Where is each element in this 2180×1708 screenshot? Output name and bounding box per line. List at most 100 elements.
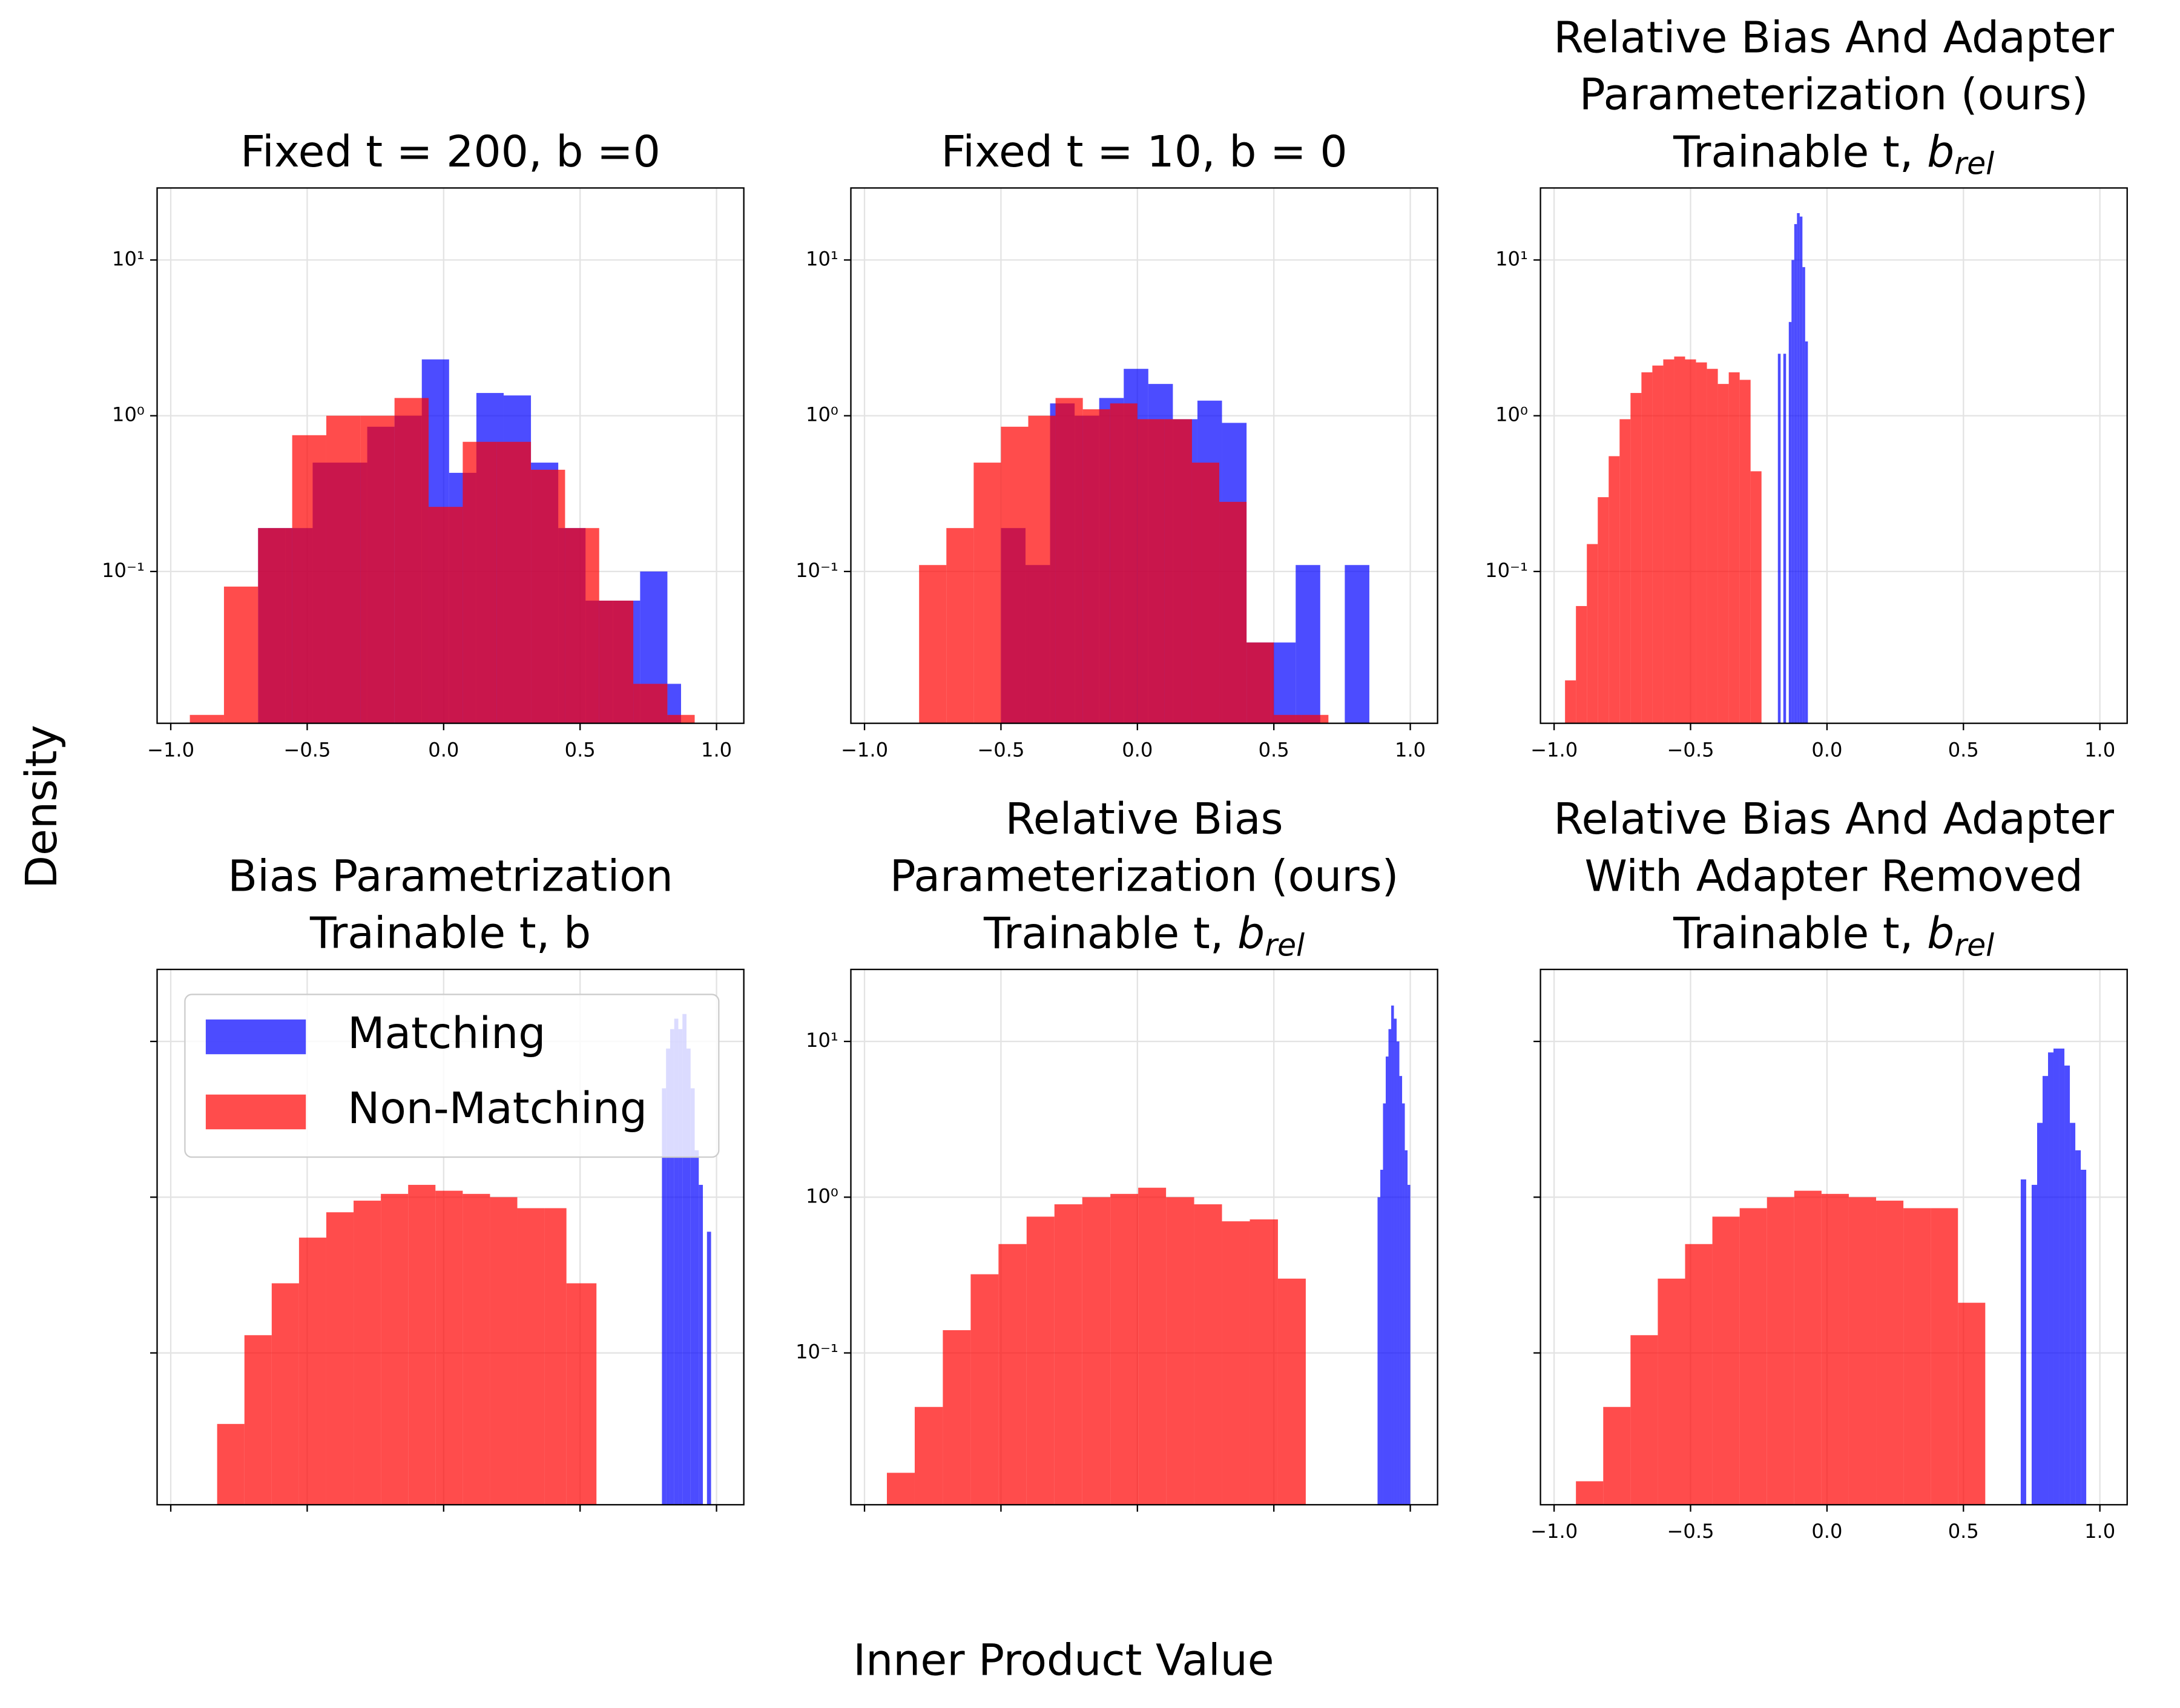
- y-tick-label: 10⁻¹: [795, 559, 838, 582]
- histogram-bar: [1565, 680, 1576, 724]
- chart-title: Trainable t, brel: [1673, 908, 1994, 963]
- y-tick-label: 10⁻¹: [1485, 559, 1528, 582]
- histogram-bar: [217, 1423, 245, 1505]
- histogram-bar: [1603, 1406, 1631, 1505]
- histogram-bar: [1397, 1041, 1400, 1505]
- x-tick-label: −1.0: [1530, 739, 1578, 762]
- histogram-bar: [1696, 362, 1707, 724]
- chart-title: Trainable t, brel: [983, 908, 1305, 963]
- histogram-bar: [1028, 415, 1056, 724]
- histogram-bar: [1777, 354, 1781, 724]
- x-tick-label: 0.5: [565, 739, 596, 762]
- histogram-bar: [2037, 1123, 2043, 1505]
- histogram-bar: [1191, 463, 1220, 724]
- histogram-bar: [1399, 1076, 1403, 1505]
- histogram-bar: [490, 1197, 518, 1505]
- histogram-bar: [531, 469, 565, 724]
- title-subscript: rel: [1954, 145, 1994, 181]
- axes-frame: [1540, 187, 2128, 724]
- histogram-bar: [1717, 384, 1729, 724]
- chart-title: Trainable t, b: [309, 908, 591, 958]
- histogram-bar: [666, 1048, 670, 1505]
- histogram-bar: [1385, 1056, 1389, 1505]
- histogram-bar: [1576, 605, 1587, 724]
- histogram-bar: [1345, 565, 1369, 724]
- y-tick-label: 10¹: [112, 247, 145, 270]
- histogram-bar: [566, 1283, 597, 1505]
- histogram-bar: [706, 1232, 711, 1505]
- histogram-bar: [271, 1283, 299, 1505]
- histogram-bar: [463, 1193, 490, 1505]
- title-math: b: [1927, 908, 1954, 958]
- histogram-bar: [2064, 1065, 2070, 1505]
- histogram-bar: [1630, 393, 1642, 724]
- histogram-bar: [1246, 642, 1274, 724]
- y-tick-label: 10¹: [1495, 247, 1528, 270]
- histogram-bar: [189, 714, 224, 724]
- histogram-bar: [223, 586, 259, 724]
- histogram-bar: [1958, 1302, 1986, 1505]
- histogram-bar: [326, 415, 361, 724]
- histogram-bar: [408, 1184, 436, 1505]
- histogram-bar: [1194, 1204, 1222, 1505]
- histogram-bar: [429, 507, 463, 724]
- histogram-bar: [1250, 1219, 1278, 1505]
- histogram-bar: [1794, 1190, 1822, 1505]
- x-tick-label: 0.5: [1259, 739, 1289, 762]
- histogram-bar: [2031, 1184, 2037, 1505]
- histogram-bar: [1685, 1244, 1713, 1505]
- axes-frame: [850, 187, 1438, 724]
- histogram-bar: [2075, 1150, 2081, 1505]
- histogram-bar: [1587, 544, 1598, 724]
- histogram-bar: [2020, 1179, 2026, 1505]
- title-math: b: [1927, 127, 1954, 177]
- histogram-bar: [1794, 224, 1797, 724]
- histogram-bar: [1791, 260, 1794, 724]
- y-tick-label: 10¹: [806, 247, 838, 270]
- histogram-bar: [1797, 213, 1800, 724]
- histogram-bar: [1301, 714, 1329, 724]
- histogram-bar: [1663, 359, 1675, 724]
- x-tick-label: −1.0: [841, 739, 888, 762]
- axes-frame: [1540, 968, 2128, 1506]
- histogram-bar: [1728, 372, 1740, 724]
- x-tick-label: 0.0: [1811, 739, 1842, 762]
- histogram-bar: [1707, 369, 1718, 724]
- histogram-bar: [244, 1335, 272, 1505]
- x-tick-label: 1.0: [2084, 1520, 2115, 1543]
- histogram-bar: [1619, 419, 1631, 724]
- histogram-bar: [682, 1014, 687, 1505]
- histogram-bar: [326, 1212, 354, 1505]
- histogram-bar: [946, 528, 974, 724]
- histogram-bar: [599, 601, 634, 724]
- histogram-bar: [662, 1088, 667, 1505]
- histogram-bar: [1026, 1216, 1055, 1505]
- histogram-bar: [1377, 1197, 1380, 1505]
- histogram-bar: [2070, 1123, 2076, 1505]
- histogram-bar: [686, 1048, 691, 1505]
- histogram-bar: [1137, 419, 1165, 724]
- histogram-bar: [1277, 1278, 1306, 1505]
- histogram-bar: [699, 1184, 703, 1505]
- y-tick-label: 10⁰: [1495, 403, 1528, 426]
- histogram-bar: [463, 441, 497, 724]
- legend-box: [184, 994, 720, 1158]
- title-text: Trainable t,: [1673, 908, 1927, 958]
- chart-title: Trainable t, brel: [1673, 127, 1994, 181]
- title-subscript: rel: [1954, 927, 1994, 963]
- histogram-bar: [1001, 426, 1029, 724]
- histogram-bar: [1055, 398, 1083, 724]
- chart-title: With Adapter Removed: [1584, 851, 2083, 901]
- x-tick-label: −1.0: [147, 739, 194, 762]
- histogram-bar: [258, 528, 292, 724]
- histogram-bar: [2081, 1170, 2087, 1505]
- histogram-bar: [678, 1029, 683, 1505]
- histogram-bar: [394, 398, 429, 724]
- chart-title: Parameterization (ours): [890, 851, 1399, 901]
- histogram-bar: [1383, 1103, 1386, 1505]
- title-math: b: [1237, 908, 1265, 958]
- histogram-bar: [565, 528, 599, 724]
- histogram-bar: [1641, 372, 1653, 724]
- histogram-bar: [1652, 365, 1664, 724]
- legend-swatch: [205, 1094, 306, 1130]
